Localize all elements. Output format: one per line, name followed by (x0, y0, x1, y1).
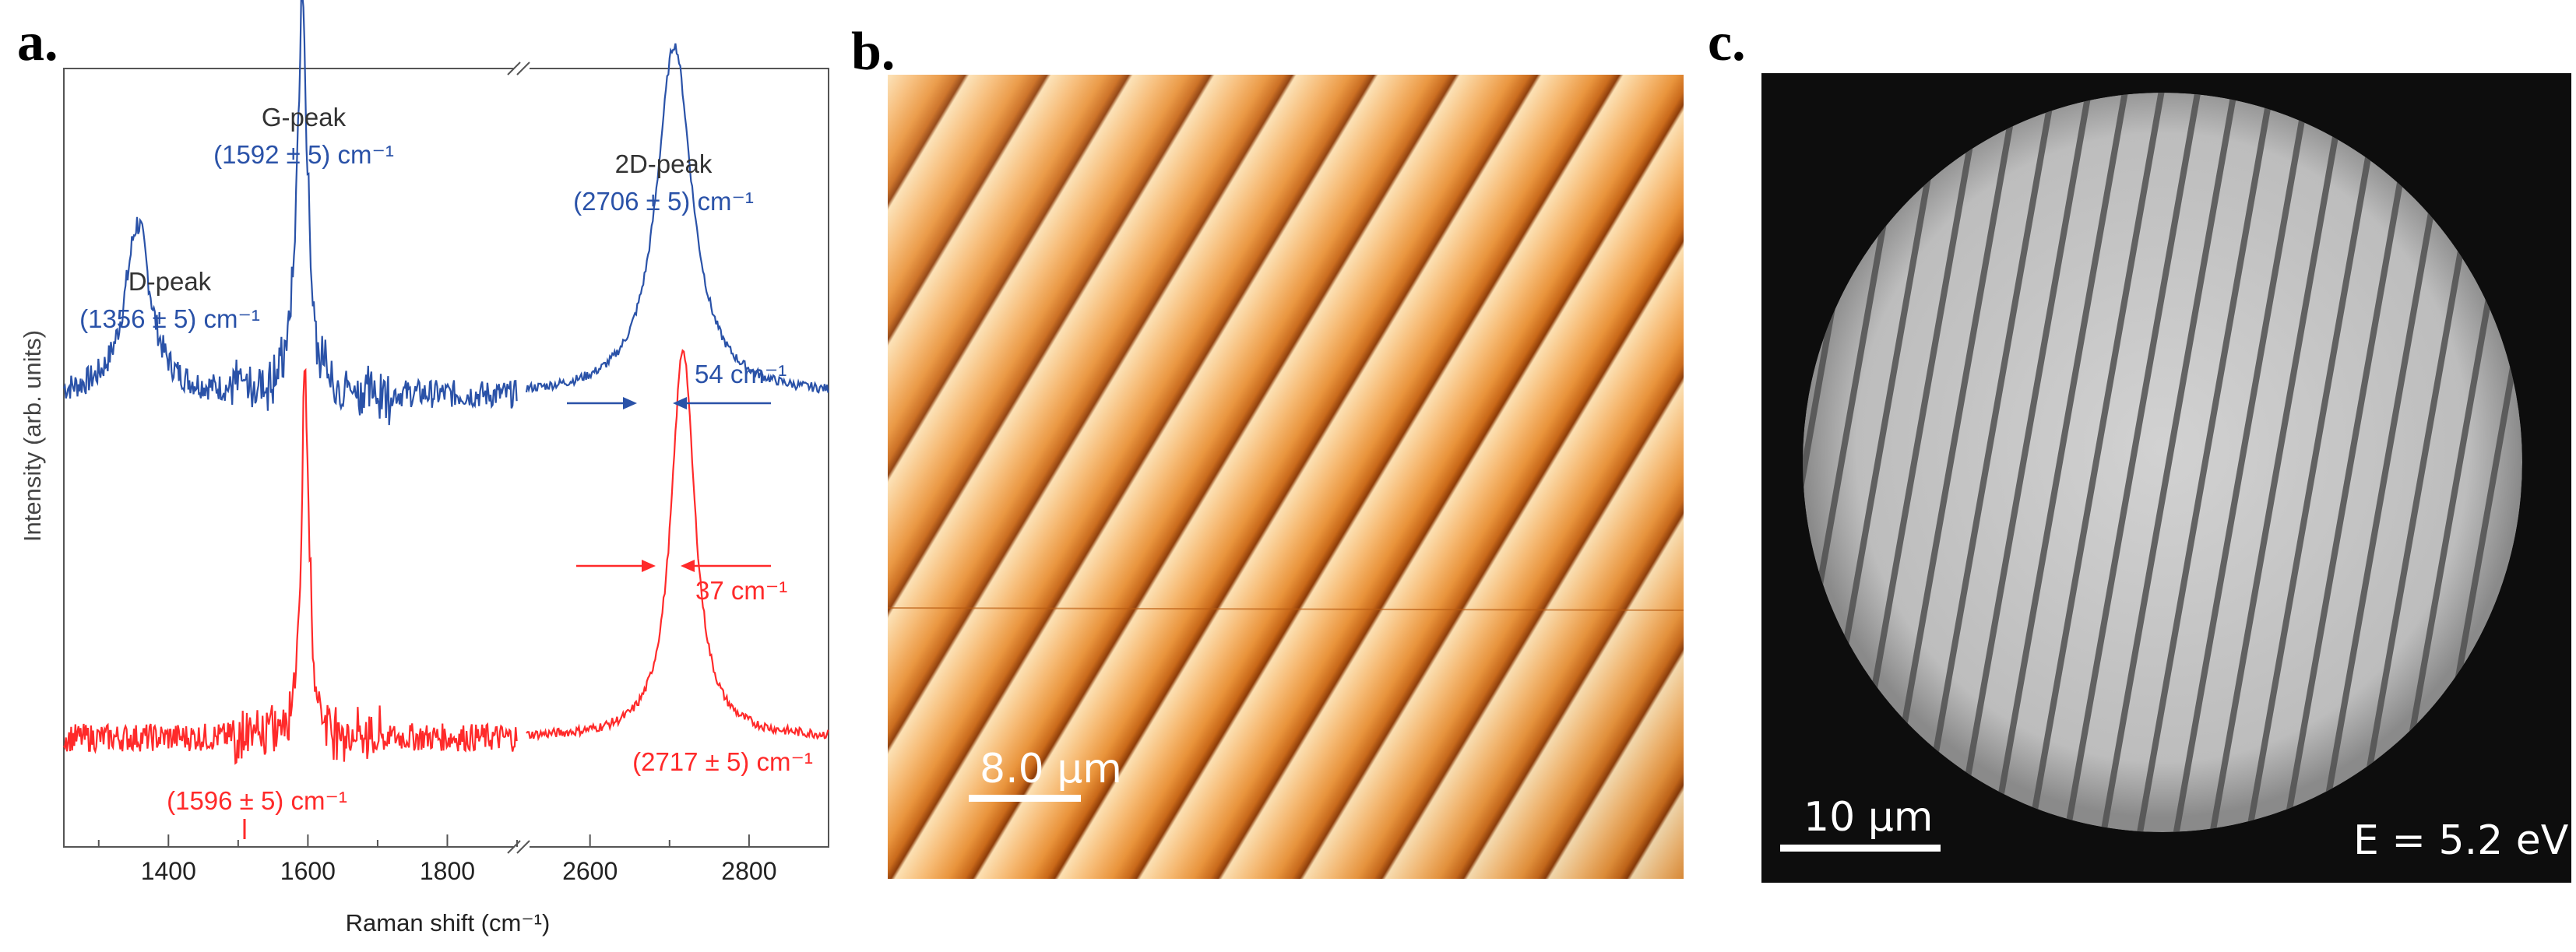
spectrum-line-0-segment-1 (525, 43, 829, 394)
x-tick-label: 2800 (721, 857, 776, 885)
g-peak-label: G-peak (262, 103, 347, 132)
afm-scalebar-label: 8.0 µm (980, 746, 1122, 792)
fwhm-red: 37 cm⁻¹ (695, 576, 787, 605)
spectrum-line-1-segment-1 (526, 349, 829, 742)
d-peak-label: D-peak (128, 267, 212, 296)
x-tick-label: 2600 (562, 857, 618, 885)
spectrum-line-1-segment-0 (63, 367, 518, 765)
axis-break-mark-top (507, 61, 521, 76)
g-peak-value: (1592 ± 5) cm⁻¹ (213, 140, 394, 169)
afm-scalebar (969, 795, 1081, 802)
fwhm-arrowhead-red-right (681, 560, 695, 572)
leem-image: 10 µm E = 5.2 eV (1761, 73, 2571, 883)
fwhm-arrowhead-blue-right (673, 397, 687, 409)
leem-step-domains (1803, 93, 2522, 832)
x-axis-label: Raman shift (cm⁻¹) (346, 909, 551, 936)
spectrum-line-0-segment-0 (63, 0, 518, 426)
axis-break-mark-bottom (516, 840, 530, 854)
leem-micrograph (1761, 73, 2571, 883)
fwhm-arrowhead-red-left (642, 560, 656, 572)
panel-label-c: c. (1708, 12, 1746, 72)
plot-frame (63, 68, 829, 848)
peak-2d-label: 2D-peak (615, 149, 713, 178)
afm-image: 8.0 µm (888, 75, 1684, 879)
panel-label-a: a. (17, 12, 58, 72)
y-axis-label: Intensity (arb. units) (19, 330, 46, 542)
afm-topography (888, 75, 1684, 879)
x-tick-label: 1600 (280, 857, 336, 885)
axis-break-mark-bottom (507, 840, 521, 854)
panel-label-b: b. (851, 22, 896, 82)
axis-break-mark-top (516, 61, 530, 76)
d-peak-value: (1356 ± 5) cm⁻¹ (79, 304, 260, 333)
raman-chart: 1400 1600 1800 2600 2800 Intensity (arb. uni… (19, 0, 829, 936)
afm-scan-line (888, 607, 1684, 611)
axis-break-top-gap (514, 61, 530, 76)
peak-2d-value-blue: (2706 ± 5) cm⁻¹ (573, 187, 754, 216)
leem-scalebar-label: 10 µm (1804, 794, 1934, 841)
fwhm-blue: 54 cm⁻¹ (695, 360, 787, 388)
peak-2d-value-red: (2717 ± 5) cm⁻¹ (632, 747, 813, 776)
leem-energy-label: E = 5.2 eV (2353, 817, 2569, 864)
fwhm-arrowhead-blue-left (623, 397, 637, 409)
x-tick-label: 1800 (420, 857, 475, 885)
leem-scalebar (1780, 845, 1941, 852)
x-tick-label: 1400 (141, 857, 196, 885)
g-peak-value-red: (1596 ± 5) cm⁻¹ (167, 786, 347, 815)
